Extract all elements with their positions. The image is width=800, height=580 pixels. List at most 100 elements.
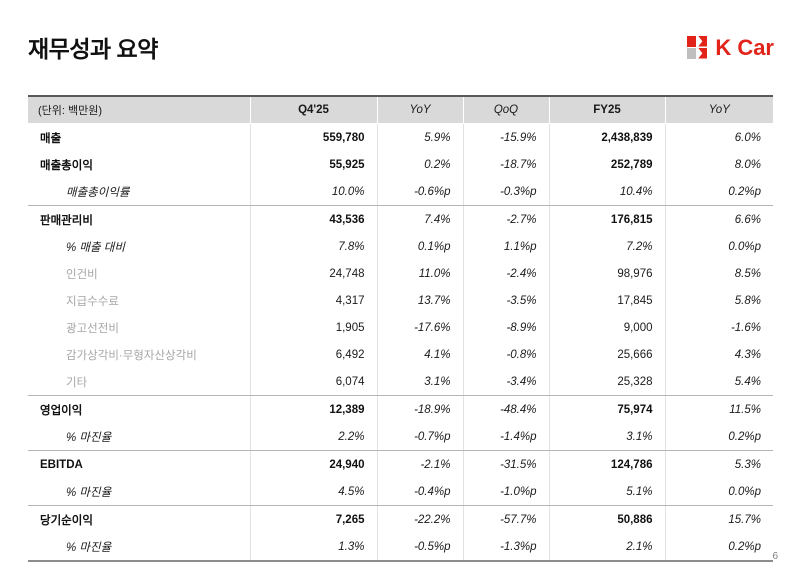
cell-qoq: -3.4% — [462, 368, 549, 396]
cell-yoy-quarter: 11.0% — [376, 260, 463, 287]
cell-yoy-fullyear: 0.0%p — [664, 478, 773, 506]
cell-qoq: -18.7% — [462, 151, 549, 178]
table-row: % 마진율 1.3% -0.5%p -1.3%p 2.1% 0.2%p — [28, 533, 773, 562]
cell-yoy-fullyear: 15.7% — [664, 505, 773, 533]
cell-yoy-fullyear: 6.6% — [664, 205, 773, 233]
cell-yoy-fullyear: 5.4% — [664, 368, 773, 396]
cell-yoy-fullyear: -1.6% — [664, 314, 773, 341]
cell-yoy-quarter: -2.1% — [376, 450, 463, 478]
table-row: 감가상각비·무형자산상각비 6,492 4.1% -0.8% 25,666 4.3% — [28, 341, 773, 368]
cell-q4-25: 24,748 — [249, 260, 377, 287]
page-number: 6 — [772, 551, 778, 562]
cell-fy25: 176,815 — [548, 205, 665, 233]
cell-yoy-fullyear: 0.2%p — [664, 533, 773, 562]
table-row: % 마진율 2.2% -0.7%p -1.4%p 3.1% 0.2%p — [28, 423, 773, 451]
cell-fy25: 7.2% — [548, 233, 665, 260]
cell-fy25: 124,786 — [548, 450, 665, 478]
kcar-logo-mark-icon — [687, 36, 708, 59]
row-label: 광고선전비 — [66, 322, 119, 335]
header-q4-25: Q4'25 — [249, 95, 377, 124]
cell-yoy-quarter: -0.6%p — [376, 178, 463, 206]
cell-q4-25: 24,940 — [249, 450, 377, 478]
cell-yoy-fullyear: 5.8% — [664, 287, 773, 314]
cell-qoq: -1.4%p — [462, 423, 549, 451]
cell-fy25: 25,666 — [548, 341, 665, 368]
cell-q4-25: 55,925 — [249, 151, 377, 178]
row-label: 매출 — [40, 132, 62, 145]
cell-yoy-fullyear: 4.3% — [664, 341, 773, 368]
cell-fy25: 98,976 — [548, 260, 665, 287]
cell-qoq: -57.7% — [462, 505, 549, 533]
financial-summary-table: (단위: 백만원) Q4'25 YoY QoQ FY25 YoY 매출 559,7… — [28, 95, 773, 562]
cell-yoy-quarter: -0.4%p — [376, 478, 463, 506]
cell-q4-25: 10.0% — [249, 178, 377, 206]
cell-qoq: 1.1%p — [462, 233, 549, 260]
cell-qoq: -1.0%p — [462, 478, 549, 506]
cell-q4-25: 7.8% — [249, 233, 377, 260]
cell-yoy-quarter: 7.4% — [376, 205, 463, 233]
cell-qoq: -2.4% — [462, 260, 549, 287]
row-label: 판매관리비 — [40, 214, 93, 227]
row-label: 영업이익 — [40, 404, 83, 417]
cell-yoy-quarter: -18.9% — [376, 395, 463, 423]
cell-yoy-fullyear: 0.2%p — [664, 178, 773, 206]
header-yoy-quarter: YoY — [376, 95, 463, 124]
cell-yoy-quarter: 3.1% — [376, 368, 463, 396]
cell-qoq: -1.3%p — [462, 533, 549, 562]
slide-header: 재무성과 요약 K Car — [0, 0, 800, 92]
cell-qoq: -3.5% — [462, 287, 549, 314]
page-title: 재무성과 요약 — [28, 36, 158, 62]
cell-yoy-fullyear: 0.2%p — [664, 423, 773, 451]
cell-qoq: -2.7% — [462, 205, 549, 233]
cell-qoq: -0.3%p — [462, 178, 549, 206]
row-label: % 마진율 — [28, 423, 250, 451]
cell-yoy-fullyear: 8.5% — [664, 260, 773, 287]
cell-yoy-quarter: -0.5%p — [376, 533, 463, 562]
kcar-logo: K Car — [687, 36, 774, 59]
cell-yoy-fullyear: 11.5% — [664, 395, 773, 423]
cell-fy25: 10.4% — [548, 178, 665, 206]
cell-q4-25: 43,536 — [249, 205, 377, 233]
cell-yoy-fullyear: 6.0% — [664, 123, 773, 151]
row-label: 기타 — [28, 368, 250, 396]
row-label: % 마진율 — [28, 533, 250, 562]
cell-yoy-fullyear: 0.0%p — [664, 233, 773, 260]
cell-yoy-quarter: 13.7% — [376, 287, 463, 314]
cell-fy25: 25,328 — [548, 368, 665, 396]
cell-fy25: 3.1% — [548, 423, 665, 451]
cell-yoy-quarter: 0.1%p — [376, 233, 463, 260]
row-label: 감가상각비·무형자산상각비 — [66, 349, 197, 362]
logo-square-bottom-left — [687, 48, 697, 59]
row-label: 매출총이익률 — [28, 178, 250, 206]
cell-fy25: 75,974 — [548, 395, 665, 423]
cell-q4-25: 6,074 — [249, 368, 377, 396]
cell-q4-25: 6,492 — [249, 341, 377, 368]
table-row: 판매관리비 43,536 7.4% -2.7% 176,815 6.6% — [28, 205, 773, 233]
financial-summary-table-wrap: (단위: 백만원) Q4'25 YoY QoQ FY25 YoY 매출 559,7… — [28, 95, 773, 562]
header-yoy-fullyear: YoY — [664, 95, 773, 124]
cell-q4-25: 1.3% — [249, 533, 377, 562]
cell-q4-25: 4.5% — [249, 478, 377, 506]
logo-square-top-left — [687, 36, 697, 47]
cell-yoy-quarter: 0.2% — [376, 151, 463, 178]
table-row: 매출총이익률 10.0% -0.6%p -0.3%p 10.4% 0.2%p — [28, 178, 773, 206]
cell-yoy-quarter: -0.7%p — [376, 423, 463, 451]
table-row: 광고선전비 1,905 -17.6% -8.9% 9,000 -1.6% — [28, 314, 773, 341]
cell-qoq: -8.9% — [462, 314, 549, 341]
cell-qoq: -0.8% — [462, 341, 549, 368]
table-row: 지급수수료 4,317 13.7% -3.5% 17,845 5.8% — [28, 287, 773, 314]
cell-q4-25: 7,265 — [249, 505, 377, 533]
row-label: % 마진율 — [28, 478, 250, 506]
cell-qoq: -48.4% — [462, 395, 549, 423]
row-label: 당기순이익 — [40, 514, 93, 527]
table-row: EBITDA 24,940 -2.1% -31.5% 124,786 5.3% — [28, 450, 773, 478]
row-label: % 매출 대비 — [66, 241, 125, 254]
cell-q4-25: 12,389 — [249, 395, 377, 423]
table-row: 영업이익 12,389 -18.9% -48.4% 75,974 11.5% — [28, 395, 773, 423]
row-label: EBITDA — [40, 458, 83, 471]
table-header-row: (단위: 백만원) Q4'25 YoY QoQ FY25 YoY — [28, 95, 773, 124]
table-row: % 매출 대비 7.8% 0.1%p 1.1%p 7.2% 0.0%p — [28, 233, 773, 260]
table-row: % 마진율 4.5% -0.4%p -1.0%p 5.1% 0.0%p — [28, 478, 773, 506]
table-header: (단위: 백만원) Q4'25 YoY QoQ FY25 YoY — [28, 95, 773, 124]
logo-square-bottom-right — [698, 48, 708, 59]
